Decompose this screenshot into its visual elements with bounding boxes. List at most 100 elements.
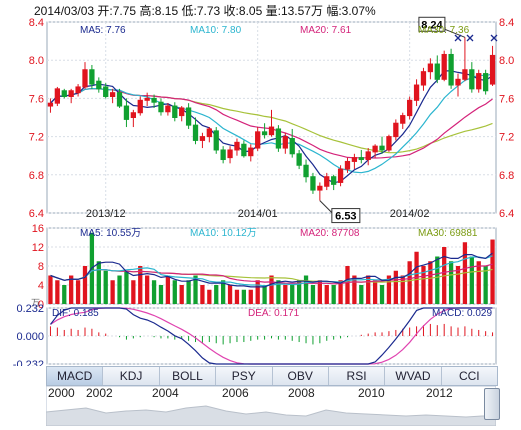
volume-bar [296,280,302,304]
price-ytick-right-7.2: 7.2 [499,132,514,144]
candle-body [54,88,61,104]
volume-bar [207,289,212,304]
volume-bar [55,280,60,304]
change-label: 幅: [326,4,342,18]
stock-chart[interactable]: 8.4 8.4 8.0 8.0 7.6 7.6 7.2 7.2 6.8 6.8 6.4 6.4 2013… [0,0,521,366]
navigator-handle[interactable] [484,388,500,420]
volume-bar [262,285,267,304]
nav-year-2008: 2008 [288,386,315,400]
price-ytick-right-8.0: 8.0 [499,55,514,67]
marker-icon [490,34,498,42]
candle-body [213,130,219,151]
price-ytick-right-8.4: 8.4 [499,17,514,29]
nav-year-2012: 2012 [426,386,453,400]
candle-body [434,63,440,80]
volume-bar [428,261,433,304]
low-value: 7.73 [196,4,221,18]
volume-bar [476,261,481,304]
vol-ma20-line [50,263,493,285]
price-xtick-1: 2014/01 [238,208,278,220]
volume-bar [172,280,177,304]
tab-macd[interactable]: MACD [47,367,104,385]
candle-body [75,86,81,94]
volume-ma-label-3: MA30: 69881 [418,228,478,239]
candle-body [400,115,406,124]
marker-icon [454,34,462,42]
candle-body [282,136,288,149]
candle-body [82,69,88,88]
candle-body [358,157,364,161]
volume-ma-label-0: MA5: 10.55万 [80,228,141,239]
vol-ma5-line [50,252,493,288]
price-ma-label-1: MA10: 7.80 [190,25,242,36]
volume-bar [338,280,343,304]
candle-body [455,78,461,86]
volume-bar [372,280,378,304]
volume-bar [151,280,157,304]
volume-bar [414,251,419,304]
volume-bar [400,275,405,304]
volume-bar [138,266,143,304]
volume-bar [317,280,322,304]
candle-body [372,145,378,153]
volume-bar [48,275,53,304]
volume-ma-label-2: MA20: 87708 [300,228,360,239]
close-value: 8.05 [238,4,263,18]
tab-kdj[interactable]: KDJ [103,367,160,385]
tab-psy[interactable]: PSY [216,367,273,385]
price-ytick-left-8.4: 8.4 [29,17,44,29]
volume-bar [310,285,316,304]
volume-bar [386,275,392,304]
volume-ma-label-1: MA10: 10.12万 [190,228,257,239]
candle-body [234,141,240,151]
candle-body [144,97,150,101]
volume-bar [469,256,474,304]
macd-ytick-0.000: 0.000 [16,331,44,343]
volume-bar [435,256,440,304]
candle-body [268,126,275,136]
volume-bar [483,266,488,304]
ma10-line [50,73,493,174]
candle-body [448,53,454,86]
low-label: 低: [181,4,197,18]
quote-header: 2014/03/03 开:7.75 高:8.15 低:7.73 收:8.05 量… [34,2,376,19]
tab-rsi[interactable]: RSI [329,367,386,385]
volume-bar [193,275,198,304]
candle-body [296,153,302,166]
candle-body [89,69,95,85]
candle-body [206,128,212,138]
range-navigator[interactable]: 2000 2002 2004 2006 2008 2010 2012 [46,386,496,426]
tab-obv[interactable]: OBV [273,367,329,385]
candle-body [462,69,468,80]
volume-bar [276,280,281,304]
ma5-line [50,70,493,184]
marker-icon [466,34,474,42]
nav-year-2004: 2004 [152,386,179,400]
candle-body [413,84,420,101]
quote-date: 2014/03/03 [34,4,95,18]
candle-body [275,128,282,149]
price-ytick-left-7.2: 7.2 [29,132,44,144]
tab-wvad[interactable]: WVAD [385,367,442,385]
volume-bar [352,275,357,304]
price-ytick-right-7.6: 7.6 [499,93,514,105]
volume-bar [241,289,247,304]
nav-year-2002: 2002 [86,386,113,400]
volume-bar [331,285,336,304]
candle-body [317,185,323,191]
volume-bar [69,275,74,304]
volume-bar [345,266,350,304]
candle-body [289,138,295,155]
tab-boll[interactable]: BOLL [160,367,217,385]
tab-cci[interactable]: CCI [458,369,480,383]
candle-body [137,99,143,114]
volume-bar [283,285,288,304]
candle-body [489,54,496,85]
volume-bar [359,285,364,304]
candle-body [227,149,233,159]
high-label: 高: [139,4,155,18]
min-label: 6.53 [335,211,356,223]
candle-body [386,136,392,151]
volume-bar [448,261,454,304]
volume-bar [214,285,219,304]
